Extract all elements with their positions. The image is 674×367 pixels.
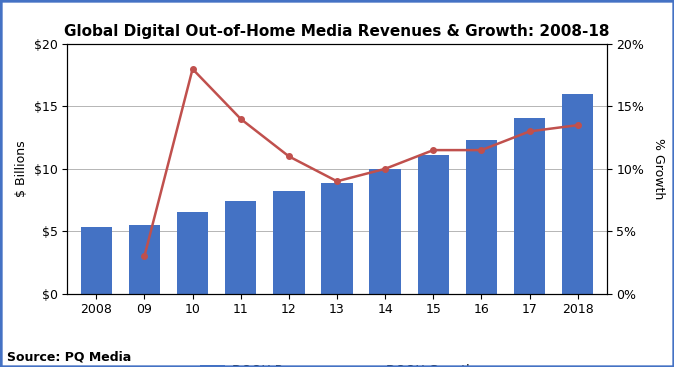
Bar: [369, 169, 401, 294]
DOOH Growth: [574, 123, 582, 127]
DOOH Growth: [333, 179, 341, 184]
Bar: [177, 212, 208, 294]
Bar: [514, 118, 545, 294]
DOOH Growth: [429, 148, 437, 152]
Legend: DOOH Revenues, DOOH Growth: DOOH Revenues, DOOH Growth: [195, 359, 479, 367]
Bar: [466, 140, 497, 294]
Y-axis label: % Growth: % Growth: [652, 138, 665, 199]
Text: Source: PQ Media: Source: PQ Media: [7, 350, 131, 363]
DOOH Growth: [140, 254, 148, 258]
Bar: [562, 94, 593, 294]
DOOH Growth: [381, 167, 389, 171]
Bar: [225, 201, 256, 294]
Bar: [81, 228, 112, 294]
Title: Global Digital Out-of-Home Media Revenues & Growth: 2008-18: Global Digital Out-of-Home Media Revenue…: [64, 24, 610, 39]
DOOH Growth: [285, 154, 293, 159]
Bar: [418, 155, 449, 294]
DOOH Growth: [477, 148, 485, 152]
Bar: [321, 182, 353, 294]
Line: DOOH Growth: DOOH Growth: [142, 66, 580, 259]
Bar: [129, 225, 160, 294]
DOOH Growth: [237, 117, 245, 121]
Y-axis label: $ Billions: $ Billions: [16, 141, 28, 197]
DOOH Growth: [526, 129, 534, 134]
DOOH Growth: [189, 67, 197, 71]
Bar: [273, 191, 305, 294]
